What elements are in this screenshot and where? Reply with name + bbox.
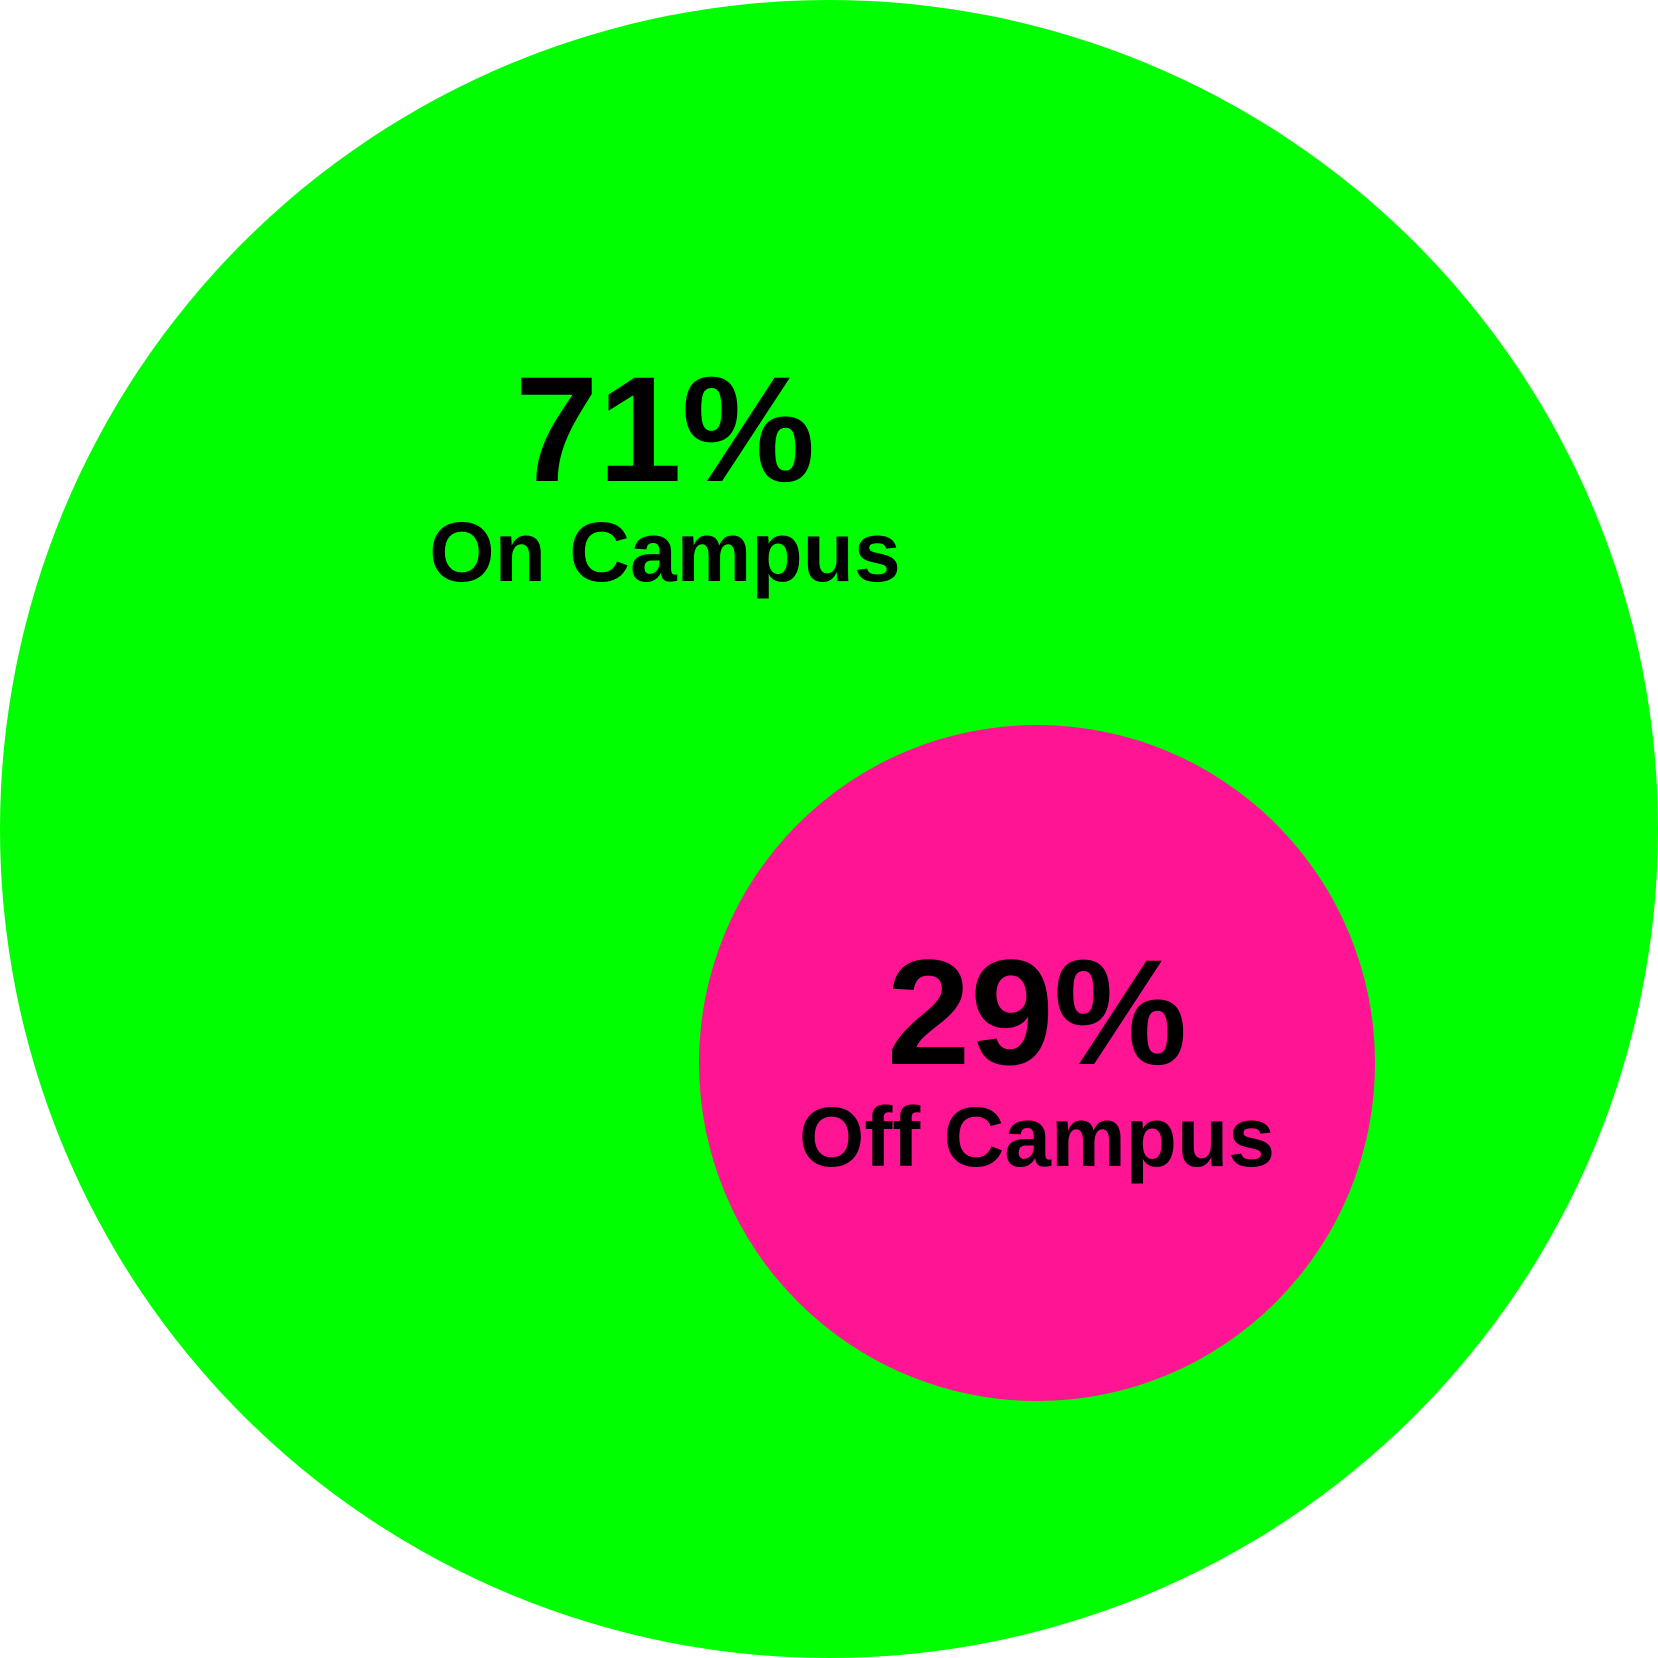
off-campus-label: Off Campus: [799, 1090, 1275, 1184]
on-campus-percent: 71%: [515, 345, 815, 513]
off-campus-percent: 29%: [887, 928, 1187, 1096]
on-campus-label: On Campus: [429, 505, 900, 599]
